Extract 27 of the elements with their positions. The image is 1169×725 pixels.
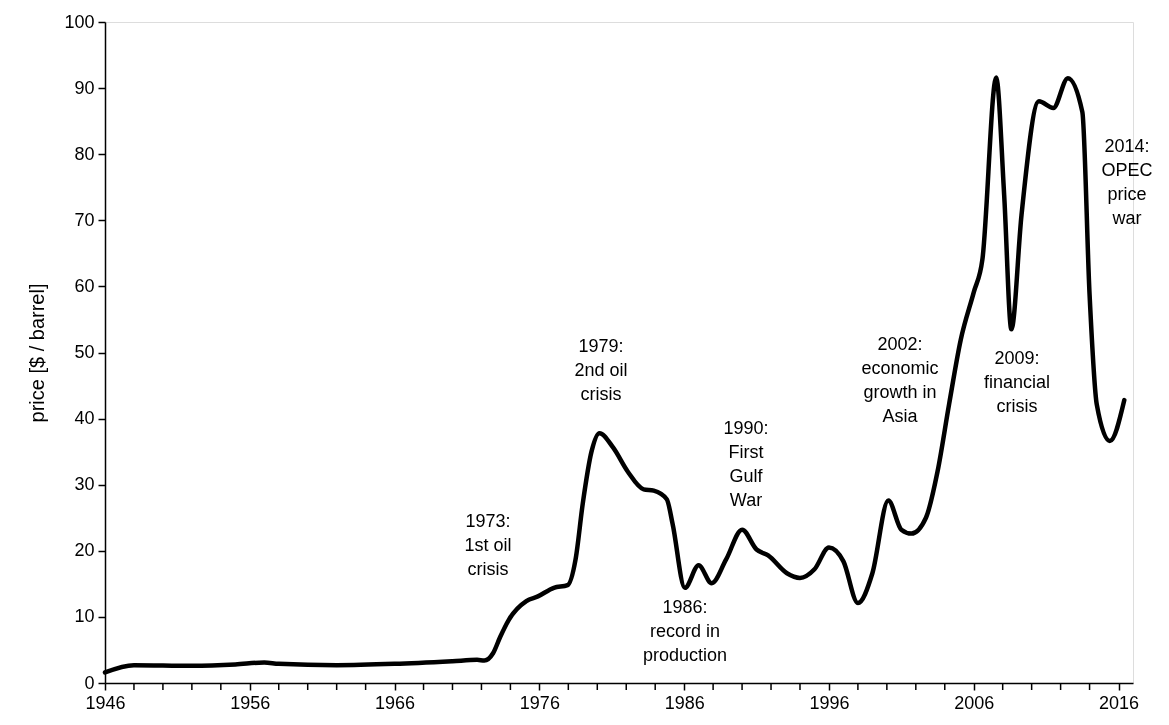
x-tick-label: 1996 [809,692,850,713]
x-tick-label: 1976 [519,692,560,713]
y-tick-label: 40 [74,408,95,429]
annotation: 2009: financial crisis [983,348,1051,416]
y-tick-label: 60 [74,275,95,296]
y-tick-label: 30 [74,474,95,495]
x-tick-label: 2006 [954,692,995,713]
y-tick-label: 70 [74,209,95,230]
y-tick-label: 0 [84,672,95,693]
x-tick-label: 2016 [1099,692,1140,713]
x-tick-label: 1986 [664,692,705,713]
y-tick-label: 100 [64,11,95,32]
annotation: 2014: OPEC price war [1101,136,1153,228]
y-tick-label: 10 [74,606,95,627]
annotation: 1979: 2nd oil crisis [574,336,628,404]
y-tick-label: 20 [74,540,95,561]
y-tick-label: 90 [74,77,95,98]
y-tick-label: 50 [74,342,95,362]
x-tick-label: 1956 [230,692,271,713]
y-axis-title: price [$ / barrel] [26,283,49,423]
annotation: 2002: economic growth in Asia [861,334,939,426]
x-tick-label: 1966 [375,692,416,713]
annotation: 1986: record in production [642,597,728,665]
x-tick-label: 1946 [85,692,126,713]
y-tick-label: 80 [74,143,95,164]
annotation: 1990: First Gulf War [723,418,769,510]
annotation: 1973: 1st oil crisis [464,511,512,579]
